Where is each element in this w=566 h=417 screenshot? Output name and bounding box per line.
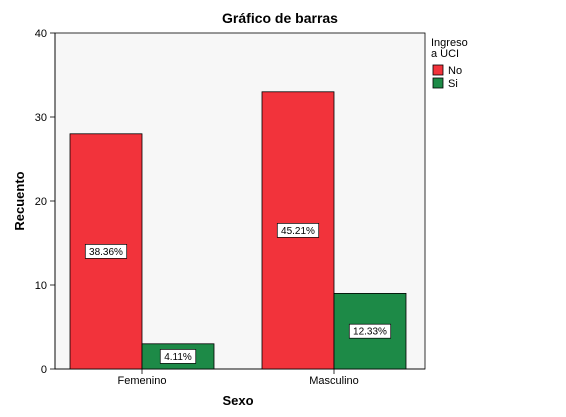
- data-label: 4.11%: [164, 352, 192, 363]
- data-label: 45.21%: [281, 226, 315, 237]
- x-tick-label: Masculino: [309, 375, 359, 387]
- data-label-box: [348, 323, 392, 339]
- data-label: 12.33%: [353, 327, 387, 338]
- data-label-box: [276, 223, 320, 238]
- legend: Ingreso a UCI No Si: [431, 37, 468, 90]
- y-tick-label: 20: [35, 196, 47, 208]
- x-tick-label: Femenino: [118, 375, 167, 387]
- y-tick-label: 40: [35, 28, 47, 40]
- y-tick-label: 10: [35, 280, 47, 292]
- legend-swatch-no: [432, 64, 444, 76]
- data-label-box: [84, 244, 128, 259]
- chart-title: Gráfico de barras: [222, 10, 338, 26]
- y-tick-label: 30: [35, 112, 47, 124]
- data-label: 38.36%: [89, 247, 123, 258]
- x-axis: Femenino Masculino: [55, 368, 425, 387]
- legend-swatch-si: [432, 77, 444, 89]
- legend-label-si: Si: [448, 78, 458, 90]
- y-axis-title: Recuento: [12, 171, 27, 230]
- data-label-box: [159, 349, 197, 364]
- bar-si-masculino: [333, 292, 407, 370]
- data-labels: 38.36% 45.21% 4.11% 12.33%: [84, 223, 392, 364]
- x-axis-title: Sexo: [222, 393, 253, 408]
- y-axis: 0 10 20 30 40: [35, 28, 56, 376]
- legend-title-line-2: a UCI: [431, 48, 459, 60]
- legend-title-line-1: Ingreso: [431, 37, 468, 49]
- y-tick-label: 0: [41, 364, 47, 376]
- legend-label-no: No: [448, 65, 462, 77]
